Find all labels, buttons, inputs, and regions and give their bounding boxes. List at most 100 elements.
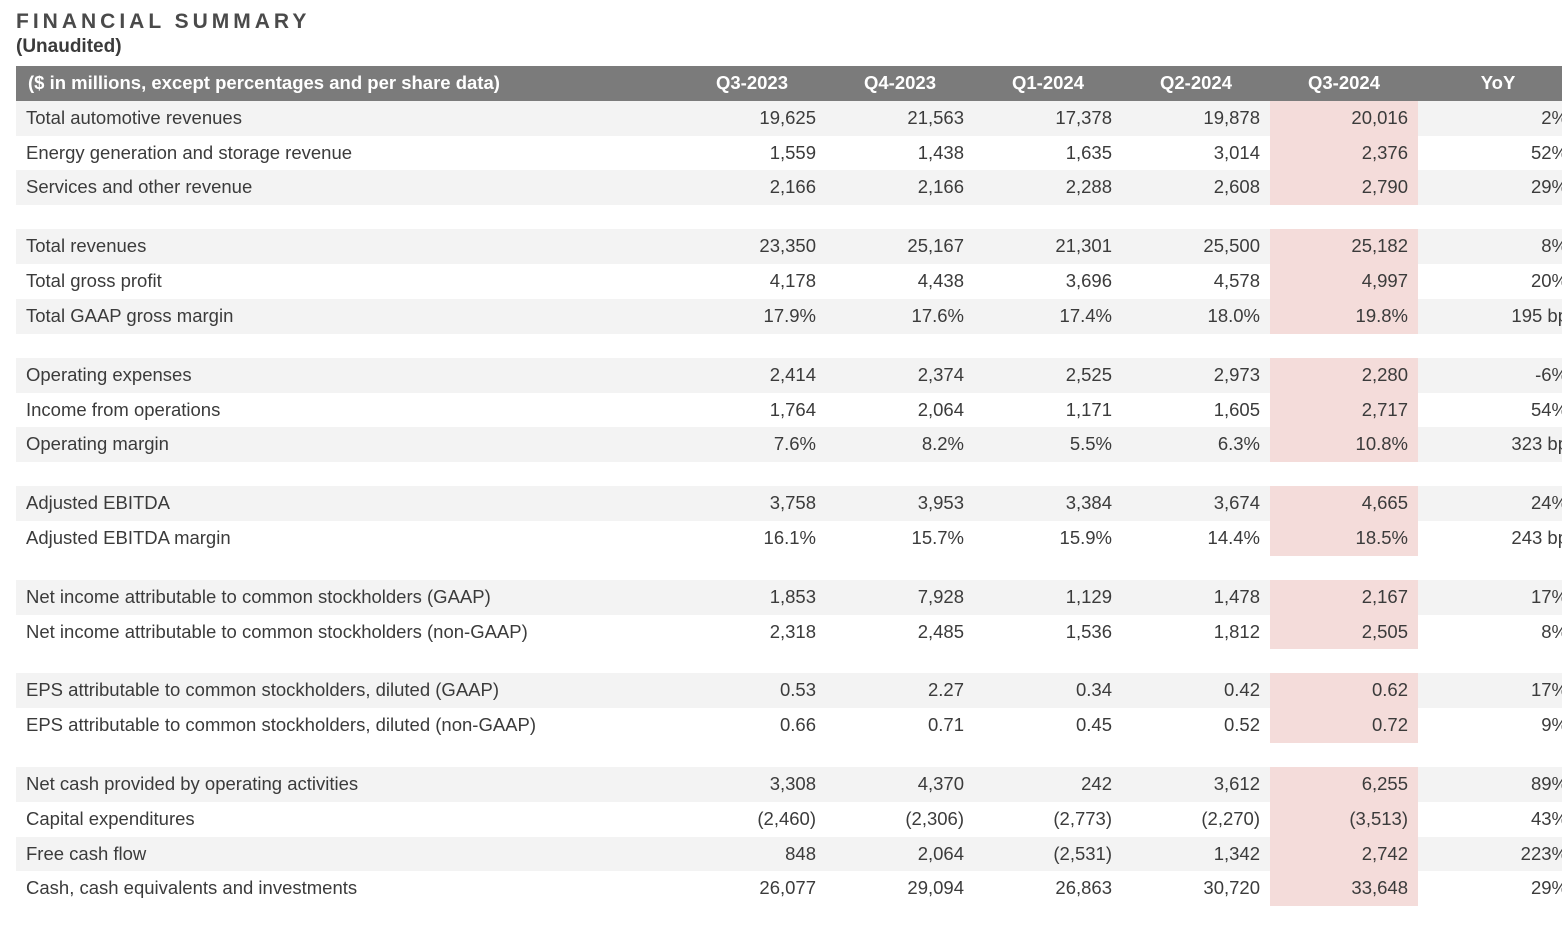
cell-value: 2,318 bbox=[678, 615, 826, 650]
table-row: Capital expenditures(2,460)(2,306)(2,773… bbox=[16, 802, 1562, 837]
cell-value: 2,742 bbox=[1270, 837, 1418, 872]
table-row: EPS attributable to common stockholders,… bbox=[16, 673, 1562, 708]
cell-value: 3,014 bbox=[1122, 136, 1270, 171]
cell-yoy: 17% bbox=[1418, 580, 1562, 615]
cell-value: 1,342 bbox=[1122, 837, 1270, 872]
financial-summary-page: FINANCIAL SUMMARY (Unaudited) ($ in mill… bbox=[0, 0, 1562, 926]
cell-value: 19,625 bbox=[678, 101, 826, 136]
cell-yoy: 223% bbox=[1418, 837, 1562, 872]
table-row: Energy generation and storage revenue1,5… bbox=[16, 136, 1562, 171]
header-period-2: Q1-2024 bbox=[974, 66, 1122, 101]
row-label: Total gross profit bbox=[16, 264, 678, 299]
cell-value: 18.5% bbox=[1270, 521, 1418, 556]
row-label: Adjusted EBITDA bbox=[16, 486, 678, 521]
cell-value: 1,764 bbox=[678, 393, 826, 428]
cell-value: 2,166 bbox=[678, 170, 826, 205]
spacer-row bbox=[16, 743, 1562, 767]
cell-value: 1,853 bbox=[678, 580, 826, 615]
cell-value: 0.53 bbox=[678, 673, 826, 708]
cell-yoy: 323 bp bbox=[1418, 427, 1562, 462]
cell-value: 25,500 bbox=[1122, 229, 1270, 264]
header-period-0: Q3-2023 bbox=[678, 66, 826, 101]
cell-yoy: 17% bbox=[1418, 673, 1562, 708]
cell-value: 25,182 bbox=[1270, 229, 1418, 264]
cell-value: 2,166 bbox=[826, 170, 974, 205]
cell-value: 1,635 bbox=[974, 136, 1122, 171]
table-row: Services and other revenue2,1662,1662,28… bbox=[16, 170, 1562, 205]
cell-value: 0.62 bbox=[1270, 673, 1418, 708]
header-period-1: Q4-2023 bbox=[826, 66, 974, 101]
row-label: Services and other revenue bbox=[16, 170, 678, 205]
cell-yoy: 20% bbox=[1418, 264, 1562, 299]
row-label: Adjusted EBITDA margin bbox=[16, 521, 678, 556]
row-label: Net income attributable to common stockh… bbox=[16, 580, 678, 615]
cell-value: 2,790 bbox=[1270, 170, 1418, 205]
cell-value: 2,167 bbox=[1270, 580, 1418, 615]
cell-value: 30,720 bbox=[1122, 871, 1270, 906]
cell-value: 7.6% bbox=[678, 427, 826, 462]
cell-yoy: 195 bp bbox=[1418, 299, 1562, 334]
cell-yoy: 54% bbox=[1418, 393, 1562, 428]
cell-yoy: 8% bbox=[1418, 615, 1562, 650]
header-period-3: Q2-2024 bbox=[1122, 66, 1270, 101]
cell-yoy: 2% bbox=[1418, 101, 1562, 136]
cell-value: 1,559 bbox=[678, 136, 826, 171]
cell-value: (2,306) bbox=[826, 802, 974, 837]
cell-value: 2,064 bbox=[826, 837, 974, 872]
table-row: Adjusted EBITDA margin16.1%15.7%15.9%14.… bbox=[16, 521, 1562, 556]
spacer-row bbox=[16, 649, 1562, 673]
cell-value: 2,064 bbox=[826, 393, 974, 428]
cell-value: 848 bbox=[678, 837, 826, 872]
table-row: Free cash flow8482,064(2,531)1,3422,7422… bbox=[16, 837, 1562, 872]
cell-value: 4,578 bbox=[1122, 264, 1270, 299]
cell-value: 2,717 bbox=[1270, 393, 1418, 428]
cell-value: 3,308 bbox=[678, 767, 826, 802]
row-label: Cash, cash equivalents and investments bbox=[16, 871, 678, 906]
cell-value: 2,608 bbox=[1122, 170, 1270, 205]
cell-value: 23,350 bbox=[678, 229, 826, 264]
spacer-row bbox=[16, 334, 1562, 358]
row-label: Energy generation and storage revenue bbox=[16, 136, 678, 171]
table-row: Net cash provided by operating activitie… bbox=[16, 767, 1562, 802]
cell-yoy: 43% bbox=[1418, 802, 1562, 837]
page-title: FINANCIAL SUMMARY bbox=[16, 10, 1546, 34]
cell-value: 2,414 bbox=[678, 358, 826, 393]
cell-value: 17.9% bbox=[678, 299, 826, 334]
header-label: ($ in millions, except percentages and p… bbox=[16, 66, 678, 101]
cell-value: 2,525 bbox=[974, 358, 1122, 393]
cell-value: 5.5% bbox=[974, 427, 1122, 462]
cell-value: 7,928 bbox=[826, 580, 974, 615]
row-label: Total automotive revenues bbox=[16, 101, 678, 136]
cell-value: 17.6% bbox=[826, 299, 974, 334]
cell-value: 2.27 bbox=[826, 673, 974, 708]
row-label: Capital expenditures bbox=[16, 802, 678, 837]
table-row: Adjusted EBITDA3,7583,9533,3843,6744,665… bbox=[16, 486, 1562, 521]
cell-value: 0.45 bbox=[974, 708, 1122, 743]
cell-value: 0.66 bbox=[678, 708, 826, 743]
row-label: EPS attributable to common stockholders,… bbox=[16, 673, 678, 708]
cell-value: (3,513) bbox=[1270, 802, 1418, 837]
cell-value: 3,384 bbox=[974, 486, 1122, 521]
cell-value: 1,438 bbox=[826, 136, 974, 171]
cell-value: 15.7% bbox=[826, 521, 974, 556]
table-row: Total revenues23,35025,16721,30125,50025… bbox=[16, 229, 1562, 264]
cell-value: 4,997 bbox=[1270, 264, 1418, 299]
cell-value: 2,288 bbox=[974, 170, 1122, 205]
cell-value: 4,178 bbox=[678, 264, 826, 299]
table-row: EPS attributable to common stockholders,… bbox=[16, 708, 1562, 743]
row-label: Net cash provided by operating activitie… bbox=[16, 767, 678, 802]
cell-value: 2,505 bbox=[1270, 615, 1418, 650]
cell-value: (2,773) bbox=[974, 802, 1122, 837]
cell-value: 242 bbox=[974, 767, 1122, 802]
spacer-cell bbox=[16, 743, 1562, 767]
cell-yoy: 8% bbox=[1418, 229, 1562, 264]
cell-value: 0.72 bbox=[1270, 708, 1418, 743]
cell-yoy: 24% bbox=[1418, 486, 1562, 521]
header-period-4: Q3-2024 bbox=[1270, 66, 1418, 101]
cell-value: 10.8% bbox=[1270, 427, 1418, 462]
row-label: EPS attributable to common stockholders,… bbox=[16, 708, 678, 743]
table-header-row: ($ in millions, except percentages and p… bbox=[16, 66, 1562, 101]
cell-value: 1,171 bbox=[974, 393, 1122, 428]
table-row: Operating margin7.6%8.2%5.5%6.3%10.8%323… bbox=[16, 427, 1562, 462]
cell-value: 1,605 bbox=[1122, 393, 1270, 428]
